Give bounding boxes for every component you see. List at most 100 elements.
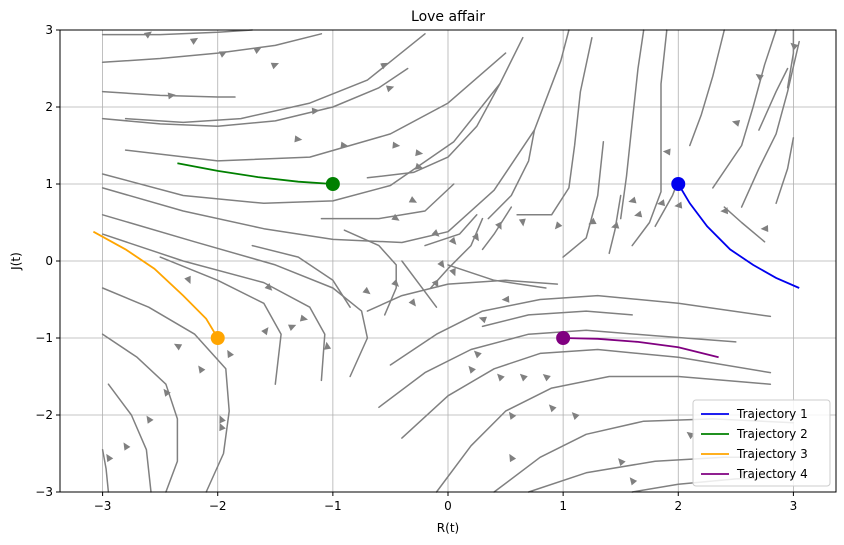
streamline-arrow	[657, 199, 666, 207]
streamline	[101, 67, 409, 128]
streamline	[378, 329, 737, 409]
streamline	[101, 333, 179, 493]
axis-ticks: −3 −2 −1 0 1 2 3 −3 −2 −1 0 1 2 3	[35, 23, 797, 513]
streamline-arrow	[146, 415, 154, 424]
streamline-arrow	[755, 73, 764, 82]
streamline	[775, 137, 795, 205]
streamline-arrow	[662, 148, 671, 156]
streamline-arrow	[449, 267, 456, 277]
streamline-arrow	[408, 196, 418, 203]
y-tick-label: −2	[35, 408, 53, 422]
streamline	[124, 52, 507, 162]
y-tick-label: −1	[35, 331, 53, 345]
streamline	[447, 264, 547, 289]
trajectory-line	[92, 230, 219, 339]
y-tick-label: 1	[45, 177, 53, 191]
streamline-arrow	[264, 283, 273, 291]
trajectory-start-point	[210, 331, 225, 345]
streamline-arrow	[495, 221, 502, 230]
trajectories	[92, 162, 800, 359]
streamline-arrow	[106, 453, 114, 463]
streamline	[481, 206, 513, 251]
streamline-arrow	[554, 221, 563, 230]
streamline-arrow	[501, 295, 510, 303]
streamline-arrow	[198, 365, 206, 374]
trajectory-line	[563, 337, 719, 359]
x-tick-label: −2	[209, 499, 227, 513]
streamline	[107, 383, 152, 493]
streamline-arrow	[542, 373, 551, 382]
y-tick-label: −3	[35, 485, 53, 499]
streamline-arrow	[362, 286, 371, 295]
streamline-arrow	[218, 51, 228, 58]
streamline-arrow	[431, 279, 439, 288]
streamline	[366, 279, 559, 312]
streamline	[562, 140, 605, 258]
trajectory-line	[177, 162, 333, 185]
x-axis-label: R(t)	[437, 521, 459, 535]
streamline-arrow	[571, 412, 580, 420]
x-tick-label: 3	[790, 499, 798, 513]
streamline	[631, 29, 668, 247]
streamline	[101, 90, 236, 98]
streamline	[101, 214, 369, 378]
streamline-arrow	[219, 422, 226, 432]
streamline-arrow	[473, 350, 482, 359]
streamline	[619, 29, 645, 220]
streamline-arrow	[628, 196, 637, 204]
streamline	[251, 244, 351, 308]
streamline	[487, 129, 536, 220]
streamline-arrow	[261, 327, 269, 336]
legend-entry: Trajectory 1	[736, 407, 808, 421]
streamline-arrow	[548, 404, 557, 413]
streamline	[786, 29, 795, 89]
streamline	[435, 375, 772, 493]
x-tick-label: 0	[444, 499, 452, 513]
streamline	[343, 229, 397, 316]
streamline-arrow	[392, 141, 401, 149]
streamline-arrow	[634, 210, 643, 218]
legend-box	[692, 399, 831, 487]
streamline-arrow	[431, 229, 440, 237]
streamline-arrow	[163, 388, 171, 397]
streamline	[101, 29, 570, 244]
streamline-arrow	[184, 275, 191, 284]
streamline	[401, 348, 772, 439]
streamline	[320, 183, 455, 220]
streamline-arrows	[106, 31, 799, 486]
y-axis-label: J(t)	[9, 252, 23, 271]
streamline	[516, 36, 593, 216]
streamline-arrow	[720, 207, 729, 215]
streamline	[424, 214, 478, 247]
streamline-arrow	[674, 201, 683, 209]
streamline	[689, 29, 726, 147]
legend: Trajectory 1 Trajectory 2 Trajectory 3 Traj…	[692, 399, 831, 487]
streamline-arrow	[414, 162, 424, 170]
streamline	[401, 260, 438, 308]
streamline-arrow	[509, 453, 517, 463]
streamline	[608, 194, 622, 255]
streamline-arrow	[588, 217, 597, 225]
streamline-arrow	[508, 411, 517, 420]
streamline-arrow	[611, 221, 620, 229]
streamline-arrow	[618, 458, 626, 467]
streamline	[159, 256, 282, 385]
streamline-arrow	[391, 279, 400, 287]
streamline-arrow	[299, 314, 309, 322]
legend-entry: Trajectory 3	[736, 447, 808, 461]
streamline-arrow	[518, 218, 526, 227]
streamline-arrow	[270, 62, 279, 70]
streamline	[429, 217, 484, 289]
streamline-arrow	[391, 213, 400, 221]
streamline-arrow	[227, 349, 234, 359]
chart-title: Love affair	[411, 9, 485, 25]
y-tick-label: 0	[45, 254, 53, 268]
y-tick-label: 3	[45, 23, 53, 37]
y-tick-label: 2	[45, 100, 53, 114]
streamline-arrow	[448, 236, 457, 245]
streamline-arrow	[468, 365, 476, 374]
streamline-arrow	[629, 477, 638, 486]
streamline	[101, 29, 254, 36]
x-tick-label: 2	[674, 499, 682, 513]
